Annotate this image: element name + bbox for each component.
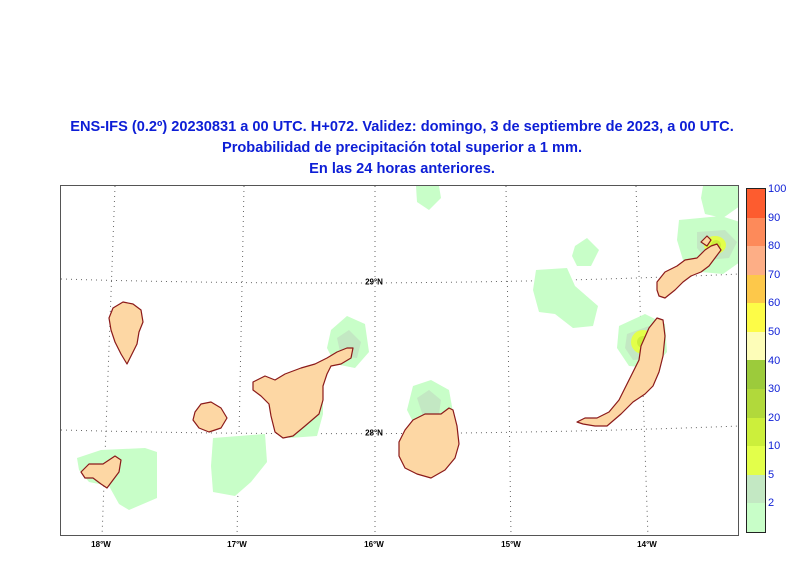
- meridian-17w: [236, 186, 245, 535]
- lat-label-28n: 28°N: [365, 428, 383, 438]
- islands: [80, 235, 722, 489]
- lon-label-14w: 14°W: [637, 540, 657, 549]
- island-la-palma: [108, 301, 144, 365]
- title-line-3: En las 24 horas anteriores.: [309, 161, 495, 177]
- colorbar-segment: [747, 474, 765, 504]
- map-canvas: [61, 186, 738, 535]
- colorbar-label: 10: [768, 440, 781, 453]
- colorbar-label: 90: [768, 211, 781, 224]
- colorbar-label: 70: [768, 268, 781, 281]
- colorbar-label: 30: [768, 383, 781, 396]
- colorbar-segment: [747, 417, 765, 447]
- colorbar-label: 40: [768, 354, 781, 367]
- prob-area-gran-canaria-inner: [417, 390, 441, 416]
- colorbar-segment: [747, 217, 765, 247]
- colorbar-segment: [747, 446, 765, 475]
- island-la-gomera: [192, 401, 228, 433]
- prob-area-small: [572, 238, 599, 266]
- meridian-15w: [505, 186, 512, 535]
- title-block: ENS-IFS (0.2º) 20230831 a 00 UTC. H+072.…: [0, 117, 800, 180]
- title-line-2: Probabilidad de precipitación total supe…: [221, 140, 583, 156]
- lat-label-29n: 29°N: [365, 277, 383, 287]
- island-el-hierro: [80, 455, 122, 489]
- meridian-18w: [101, 186, 116, 535]
- map-frame: [60, 185, 739, 536]
- colorbar-segment: [747, 360, 765, 390]
- parallel-28n: [61, 425, 738, 435]
- prob-area-east-sea: [533, 268, 598, 328]
- island-tenerife: [252, 347, 354, 439]
- colorbar-segment: [747, 389, 765, 418]
- colorbar-label: 60: [768, 297, 781, 310]
- lon-label-15w: 15°W: [501, 540, 521, 549]
- prob-area-ne-upper: [701, 186, 738, 218]
- colorbar-label: 2: [768, 497, 775, 510]
- colorbar-label: 100: [768, 183, 787, 195]
- colorbar-label: 50: [768, 325, 781, 338]
- prob-area-gomera-south: [211, 434, 267, 496]
- colorbar-segment: [747, 503, 765, 532]
- title-line-1: ENS-IFS (0.2º) 20230831 a 00 UTC. H+072.…: [70, 119, 734, 135]
- lon-label-18w: 18°W: [91, 540, 111, 549]
- lon-label-17w: 17°W: [227, 540, 247, 549]
- island-fuerteventura: [576, 317, 666, 427]
- prob-area-top: [416, 186, 441, 210]
- colorbar-segment: [747, 274, 765, 304]
- island-la-graciosa: [700, 235, 712, 247]
- island-lanzarote: [656, 243, 722, 299]
- lon-label-16w: 16°W: [364, 540, 384, 549]
- colorbar-label: 80: [768, 240, 781, 253]
- parallel-29n: [61, 273, 738, 284]
- colorbar-label: 5: [768, 468, 775, 481]
- colorbar-segment: [747, 303, 765, 332]
- colorbar-segment: [747, 331, 765, 361]
- colorbar-segment: [747, 246, 765, 275]
- colorbar: [746, 188, 766, 533]
- colorbar-segment: [747, 189, 765, 218]
- colorbar-label: 20: [768, 411, 781, 424]
- island-gran-canaria: [398, 407, 460, 479]
